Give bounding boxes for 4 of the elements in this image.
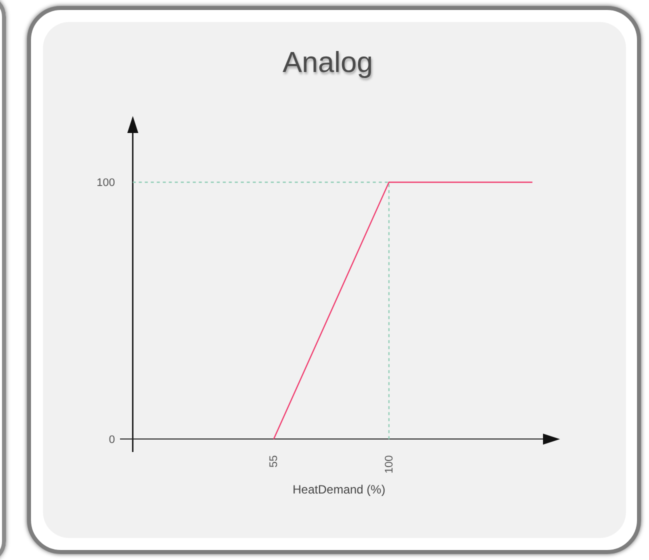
chart-title: Analog bbox=[282, 47, 373, 80]
x-tick-label: 55 bbox=[268, 455, 280, 468]
y-tick-label: 0 bbox=[108, 434, 115, 446]
x-axis-title: HeatDemand (%) bbox=[292, 482, 386, 496]
